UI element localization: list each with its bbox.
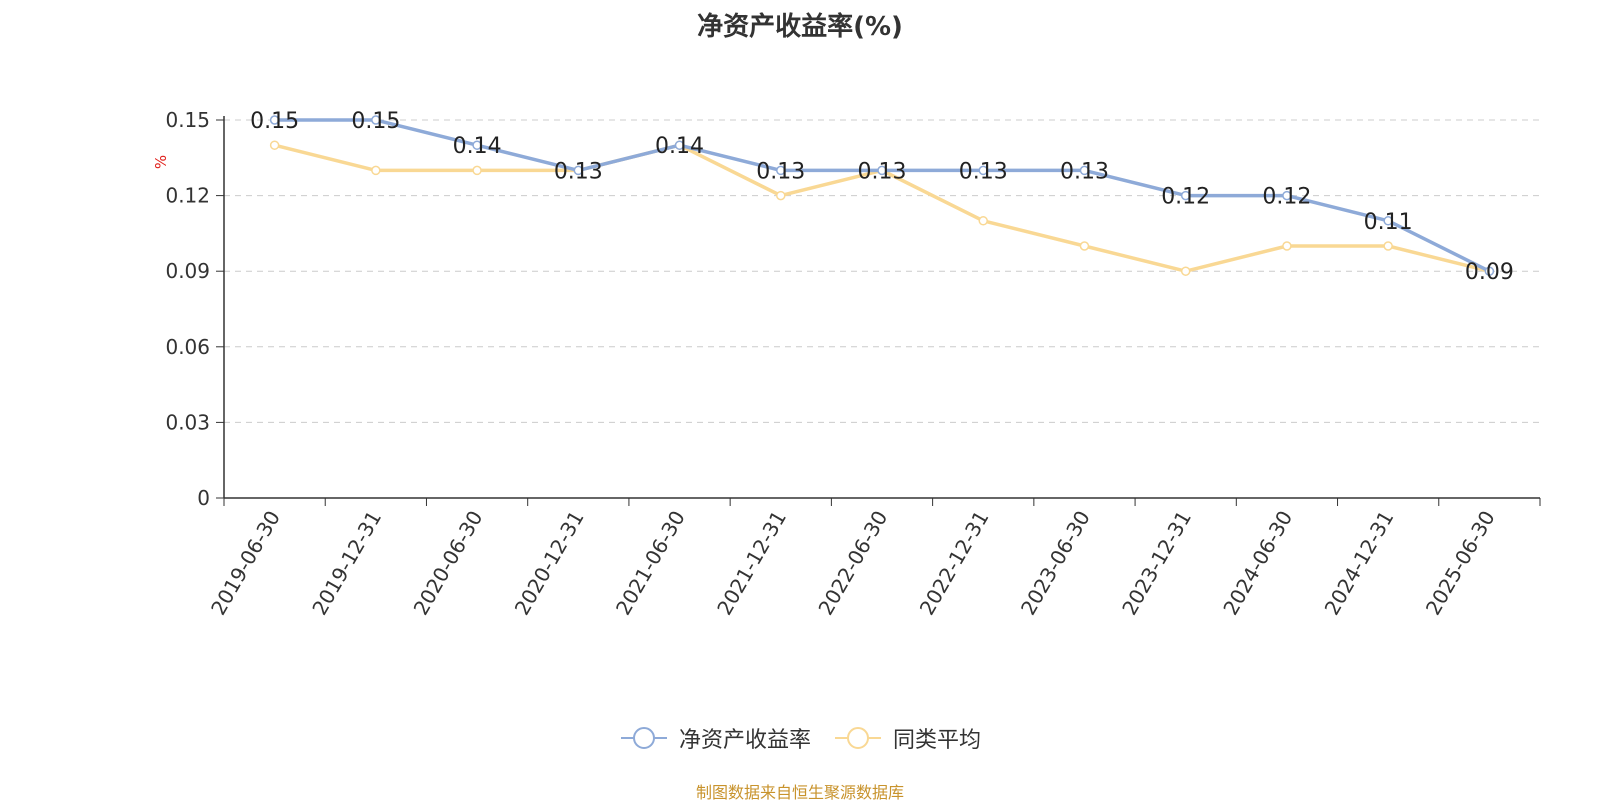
data-label: 0.11 [1364,210,1413,235]
chart-title: 净资产收益率(%) [697,12,903,42]
data-point [1079,165,1090,176]
data-label: 0.13 [1060,159,1109,184]
x-tick-label: 2021-12-31 [712,507,791,620]
data-label: 0.13 [554,159,603,184]
data-point [978,165,988,176]
x-tick-label: 2020-06-30 [409,506,488,619]
x-tick-label: 2023-12-31 [1117,507,1196,620]
x-tick-label: 2023-06-30 [1016,507,1095,620]
data-point [1282,241,1292,251]
y-axis-label: % [152,155,170,169]
x-tick-label: 2025-06-30 [1421,507,1500,620]
data-label: 0.15 [250,109,299,134]
x-tick-label: 2022-06-30 [813,507,892,620]
data-label: 0.14 [453,134,502,159]
y-tick-label: 0.09 [165,259,210,283]
x-tick-label: 2019-12-31 [307,507,386,620]
data-point [1180,266,1191,276]
data-label: 0.13 [858,159,907,184]
legend-item-peer-average[interactable]: 同类平均 [833,722,981,754]
source-note: 制图数据来自恒生聚源数据库 [695,783,904,802]
x-tick-label: 2024-12-31 [1320,507,1399,620]
data-point [371,115,381,125]
line-chart: 0 0.03 0.06 0.09 0.12 0.15% 2019-06-30 2019-12-… [152,108,1541,620]
data-point [1079,241,1090,251]
data-point [776,190,786,201]
legend-label-peer-average: 同类平均 [893,728,982,753]
legend-marker-peer-average [835,727,881,749]
data-point [472,140,482,150]
data-label: 0.12 [1161,185,1210,210]
y-tick-label: 0.06 [165,335,210,359]
data-point [1383,241,1393,251]
x-tick-label: 2024-06-30 [1218,507,1297,620]
data-label: 0.15 [351,109,400,134]
x-tick-label: 2021-06-30 [611,507,690,620]
x-tick-label: 2020-12-31 [510,507,589,620]
data-point [1383,216,1393,226]
data-point [877,165,887,176]
data-point [371,165,381,176]
data-point [978,216,988,226]
legend-label-roe: 净资产收益率 [678,728,811,753]
y-tick-label: 0.12 [165,184,210,208]
legend-marker-roe [620,727,667,749]
y-tick-label: 0.15 [165,108,210,132]
data-point [1484,266,1495,276]
data-point [269,115,280,125]
data-label: 0.14 [655,134,704,159]
legend-item-roe[interactable]: 净资产收益率 [619,722,811,754]
data-point [472,165,482,176]
data-point [1282,190,1292,201]
x-tick-label: 2019-06-30 [206,507,285,620]
data-label: 0.09 [1465,260,1514,285]
data-label: 0.13 [959,159,1008,184]
legend: 净资产收益率 同类平均 [0,722,1600,754]
y-tick-label: 0.03 [165,410,210,434]
data-label: 0.12 [1262,185,1311,210]
data-label: 0.13 [756,159,805,184]
data-point [269,140,280,150]
data-point [674,140,685,150]
data-point [1180,190,1191,201]
y-tick-label: 0 [197,486,210,510]
data-point [573,165,584,176]
data-point [776,165,786,176]
x-tick-label: 2022-12-31 [915,506,994,619]
